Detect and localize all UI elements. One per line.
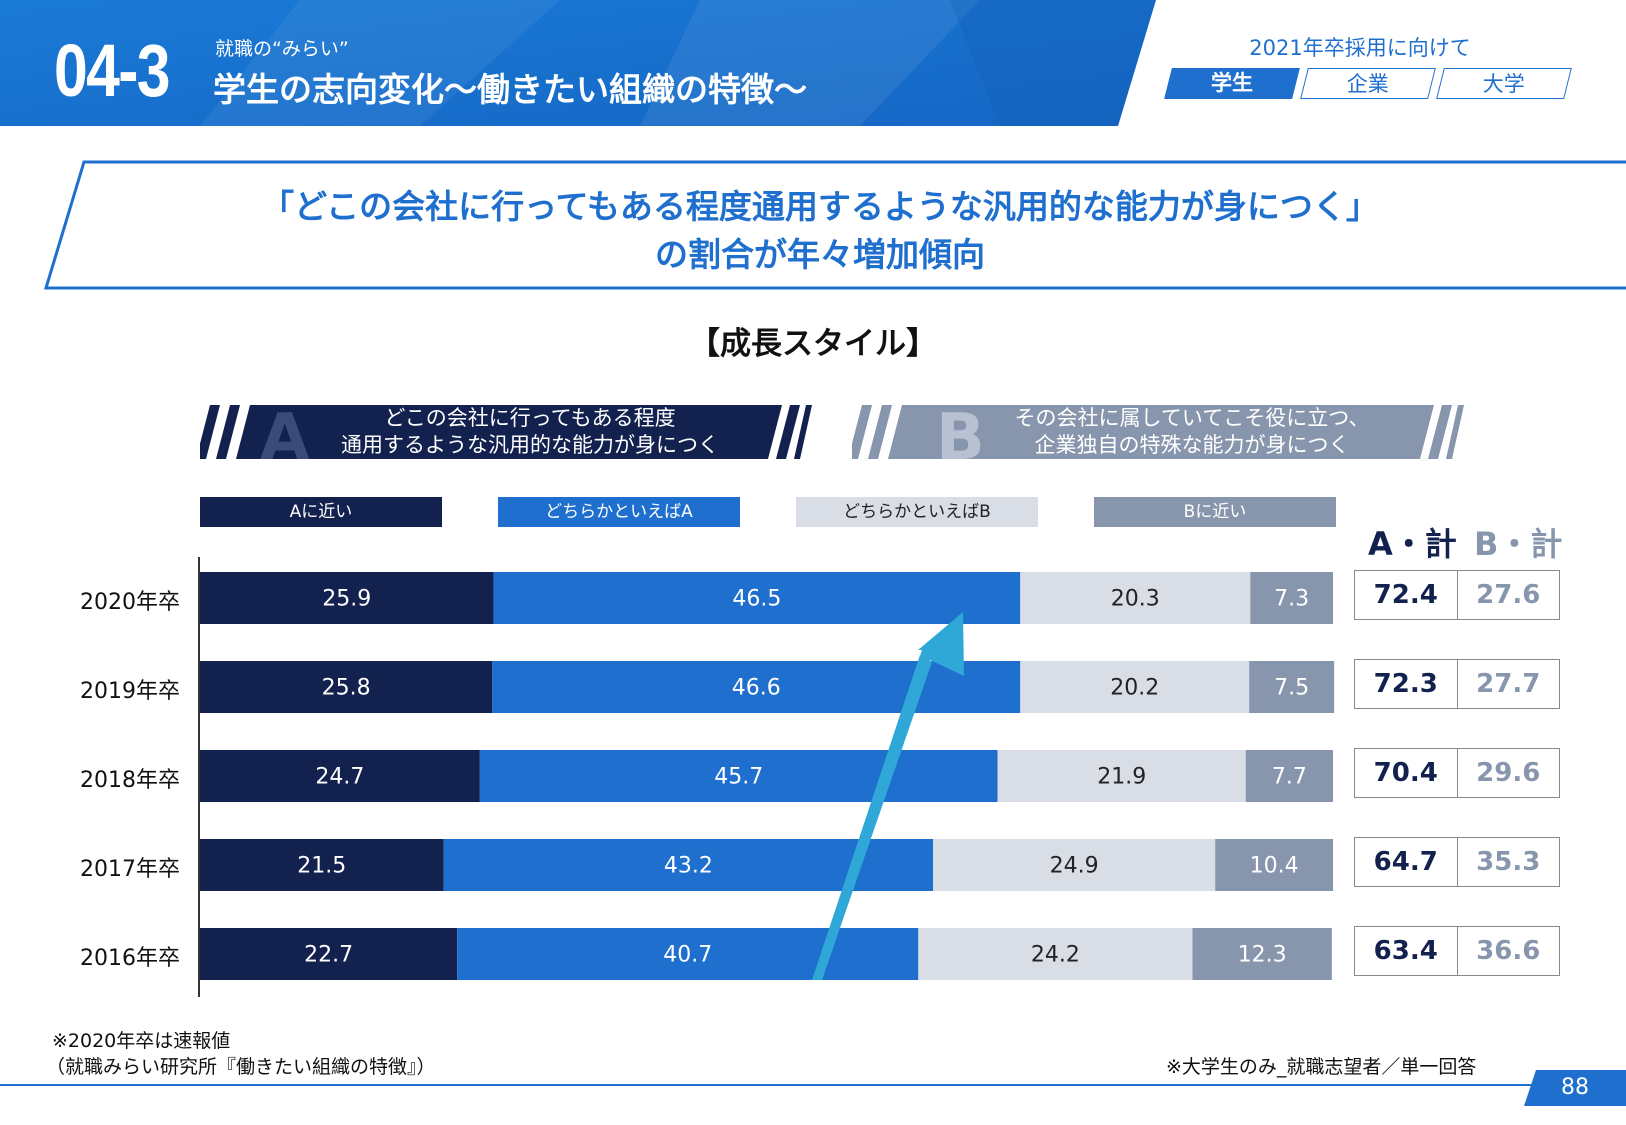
bar-value-label: 45.7	[714, 765, 763, 790]
axis-line	[198, 557, 200, 997]
bar-segment	[200, 572, 494, 624]
note-sample: ※大学生のみ_就職志望者／単一回答	[1166, 1056, 1477, 1078]
banner-a-letter: A	[260, 401, 310, 475]
bar-value-label: 40.7	[663, 943, 712, 968]
banner-b-line1: その会社に属していてこそ役に立つ、	[1014, 406, 1370, 430]
banner-a-line2: 通用するような汎用的な能力が身につく	[341, 433, 719, 457]
bar-segment	[200, 928, 458, 980]
note-preliminary: ※2020年卒は速報値	[52, 1030, 231, 1052]
bar-segment	[479, 750, 998, 802]
bar-value-label: 24.9	[1050, 854, 1099, 879]
bar-value-label: 24.2	[1031, 943, 1080, 968]
bar-segment	[200, 661, 493, 713]
total-b-value: 27.6	[1476, 580, 1541, 610]
legend-b-close: Bに近い	[1094, 497, 1336, 527]
bar-segment	[1020, 661, 1250, 713]
bar-segment	[933, 839, 1216, 891]
bar-segment	[1250, 572, 1333, 624]
bar-value-label: 25.8	[322, 676, 371, 701]
bar-value-label: 7.5	[1274, 676, 1309, 701]
bar-value-label: 46.5	[732, 587, 781, 612]
header-caption: 2021年卒採用に向けて	[1249, 36, 1471, 60]
bar-segment	[1215, 839, 1333, 891]
bar-value-label: 24.7	[315, 765, 364, 790]
bar-segment	[1192, 928, 1332, 980]
banner-b-text: その会社に属していてこそ役に立つ、 企業独自の特殊な能力が身につく	[962, 405, 1422, 459]
total-b-value: 36.6	[1476, 936, 1541, 966]
total-a-value: 72.4	[1355, 571, 1458, 619]
bar-value-label: 20.2	[1110, 676, 1159, 701]
section-number: 04-3	[54, 29, 171, 112]
row-label-2018: 2018年卒	[80, 768, 180, 793]
total-a-value: 70.4	[1355, 749, 1458, 797]
banner-b-stripes	[852, 405, 1464, 459]
bar-segment	[918, 928, 1193, 980]
total-box-2017: 64.7 35.3	[1354, 837, 1560, 887]
header-band	[0, 0, 1156, 126]
bar-value-label: 10.4	[1250, 854, 1299, 879]
bar-value-label: 21.9	[1097, 765, 1146, 790]
bar-value-label: 20.3	[1111, 587, 1160, 612]
bar-value-label: 7.3	[1274, 587, 1309, 612]
bar-segment	[493, 572, 1021, 624]
banner-a-stripes	[200, 405, 812, 459]
total-a-header: A・計	[1368, 525, 1457, 563]
headline-line1: 「どこの会社に行ってもある程度通用するような汎用的な能力が身につく」	[261, 187, 1379, 226]
bar-segment	[200, 750, 480, 802]
banner-a-text: どこの会社に行ってもある程度 通用するような汎用的な能力が身につく	[300, 405, 760, 459]
bar-segment	[200, 839, 444, 891]
row-label-2020: 2020年卒	[80, 590, 180, 615]
bar-value-label: 12.3	[1238, 943, 1287, 968]
banner-b: B その会社に属していてこそ役に立つ、 企業独自の特殊な能力が身につく	[852, 401, 1464, 475]
banner-b-line2: 企業独自の特殊な能力が身につく	[1034, 433, 1350, 457]
total-a-value: 63.4	[1355, 927, 1458, 975]
bar-segment	[1249, 661, 1335, 713]
bar-segment	[1245, 750, 1333, 802]
legend-b-somewhat: どちらかといえばB	[796, 497, 1038, 527]
footer-line	[0, 1084, 1626, 1086]
banner-a: A どこの会社に行ってもある程度 通用するような汎用的な能力が身につく	[200, 401, 812, 475]
bar-value-label: 7.7	[1272, 765, 1307, 790]
total-box-2019: 72.3 27.7	[1354, 659, 1560, 709]
bar-segment	[1020, 572, 1251, 624]
bar-value-label: 43.2	[664, 854, 713, 879]
total-box-2018: 70.4 29.6	[1354, 748, 1560, 798]
headline-line2: の割合が年々増加傾向	[655, 235, 985, 274]
banner-b-letter: B	[936, 401, 985, 475]
total-b-header: B・計	[1474, 525, 1563, 563]
total-b-value: 27.7	[1476, 669, 1541, 699]
bar-value-label: 21.5	[297, 854, 346, 879]
page-number: 88	[1524, 1070, 1626, 1106]
legend-a-close: Aに近い	[200, 497, 442, 527]
legend-a-somewhat: どちらかといえばA	[498, 497, 740, 527]
bar-segment	[492, 661, 1021, 713]
total-a-value: 72.3	[1355, 660, 1458, 708]
total-box-2020: 72.4 27.6	[1354, 570, 1560, 620]
section-subtitle: 就職の“みらい”	[215, 38, 349, 60]
row-label-2017: 2017年卒	[80, 857, 180, 882]
chart-title: 【成長スタイル】	[689, 326, 937, 362]
trend-arrow-shaft	[812, 655, 932, 980]
bar-value-label: 25.9	[322, 587, 371, 612]
bar-value-label: 22.7	[304, 943, 353, 968]
row-label-2016: 2016年卒	[80, 946, 180, 971]
section-title: 学生の志向変化～働きたい組織の特徴～	[213, 70, 807, 109]
bar-segment	[997, 750, 1246, 802]
total-b-value: 35.3	[1476, 847, 1541, 877]
total-b-value: 29.6	[1476, 758, 1541, 788]
row-label-2019: 2019年卒	[80, 679, 180, 704]
total-a-value: 64.7	[1355, 838, 1458, 886]
total-box-2016: 63.4 36.6	[1354, 926, 1560, 976]
note-source: （就職みらい研究所『働きたい組織の特徴』）	[46, 1056, 436, 1078]
banner-a-line1: どこの会社に行ってもある程度	[384, 406, 676, 430]
headline-frame	[44, 160, 1626, 290]
bar-value-label: 46.6	[732, 676, 781, 701]
bar-segment	[457, 928, 919, 980]
